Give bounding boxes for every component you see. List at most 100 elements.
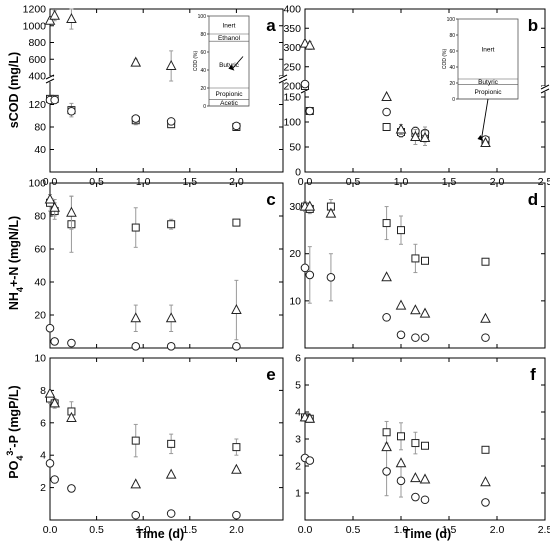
data-point-circle xyxy=(232,121,241,131)
series-triangle xyxy=(44,193,242,341)
y-tick-label: 400 xyxy=(28,71,46,83)
axis-break-mark xyxy=(278,74,288,80)
panel-letter-d: d xyxy=(528,190,538,209)
inset-segment-label: Inert xyxy=(481,46,494,53)
y-tick-label: 800 xyxy=(28,37,46,49)
data-point-circle xyxy=(131,114,141,123)
inset-y-tick-label: 60 xyxy=(449,49,455,55)
inset-y-tick-label: 100 xyxy=(198,14,207,20)
panel-f: 0.0 0.5 1.0 1.5 2.0 2.5 1 2 3 4 5 6 f xyxy=(295,353,550,537)
y-tick-label: 60 xyxy=(34,244,46,256)
y-tick-label: 20 xyxy=(289,248,301,260)
data-point-circle xyxy=(67,106,76,116)
data-point-triangle xyxy=(44,193,56,204)
inset-frame xyxy=(208,15,250,107)
inset-y-axis-label: COD (%) xyxy=(442,49,448,70)
y-tick-label: 3 xyxy=(295,434,301,446)
data-point-circle xyxy=(50,95,59,105)
data-point-circle xyxy=(232,510,241,520)
data-point-triangle xyxy=(419,473,431,484)
data-point-square xyxy=(131,436,140,445)
y-tick-label: 400 xyxy=(283,4,301,16)
inset-frame xyxy=(457,18,519,100)
data-point-square xyxy=(397,432,405,441)
y-tick-label: 120 xyxy=(28,99,46,111)
data-point-circle xyxy=(396,476,406,486)
x-tick-label: 2.0 xyxy=(490,524,505,536)
series-square xyxy=(301,413,490,455)
data-point-triangle xyxy=(480,136,491,147)
y-tick-label: 300 xyxy=(283,42,301,54)
inset-segment-label: Acetic xyxy=(220,100,238,107)
data-point-square xyxy=(167,439,176,448)
x-tick-label: 2.5 xyxy=(538,176,550,188)
panel-d: 10 20 30 d xyxy=(289,182,546,349)
x-axis-title-right: Time (d) xyxy=(403,527,451,541)
y-tick-label: 250 xyxy=(283,61,301,73)
inset-segment-label: Propionic xyxy=(474,89,502,96)
inset-pointer-arrowhead xyxy=(477,135,484,141)
series-square xyxy=(46,393,241,458)
data-point-circle xyxy=(300,263,310,273)
y-tick-label: 350 xyxy=(283,23,301,35)
data-point-triangle xyxy=(130,56,142,67)
data-point-circle xyxy=(305,270,315,280)
data-point-circle xyxy=(67,484,76,493)
series-triangle xyxy=(299,37,491,147)
x-tick-label: 0.0 xyxy=(43,176,58,188)
inset-segment-label: Butyric xyxy=(478,79,499,86)
data-point-triangle xyxy=(130,312,142,323)
data-point-triangle xyxy=(231,463,242,474)
axis-break-mark xyxy=(540,88,550,94)
panel-e: 0.0 0.5 1.0 1.5 2.0 2 4 6 8 10 e xyxy=(34,353,284,536)
x-tick-label: 0.5 xyxy=(89,524,104,536)
data-point-triangle xyxy=(419,307,431,318)
data-point-triangle xyxy=(44,14,56,25)
x-tick-label: 1.5 xyxy=(182,524,197,536)
axis-break-mark xyxy=(540,84,550,90)
data-point-square xyxy=(232,443,241,452)
y-tick-label: 40 xyxy=(34,144,46,156)
data-point-circle xyxy=(382,107,391,117)
data-point-circle xyxy=(67,338,76,348)
y-tick-label: 80 xyxy=(34,211,46,223)
y-tick-label: 4 xyxy=(40,450,46,462)
y-tick-label: 1 xyxy=(295,488,301,500)
data-point-triangle xyxy=(49,397,60,408)
panel-letter-f: f xyxy=(530,365,536,384)
y-tick-label: 200 xyxy=(283,81,301,93)
data-point-circle xyxy=(50,475,59,484)
x-tick-label: 0.0 xyxy=(298,524,313,536)
data-point-square xyxy=(481,445,490,454)
x-tick-label: 2.0 xyxy=(229,176,244,188)
data-point-square xyxy=(397,226,405,235)
inset-y-tick-label: 0 xyxy=(452,97,455,103)
panel-a: 0.0 0.5 1.0 1.5 2.04080120400600800100012000… xyxy=(23,4,288,188)
y-tick-label: 30 xyxy=(289,201,301,213)
data-point-circle xyxy=(305,106,315,116)
inset-segment-label: Propionic xyxy=(215,91,243,98)
data-point-triangle xyxy=(381,441,392,452)
data-point-circle xyxy=(166,342,176,351)
y-tick-label: 8 xyxy=(40,385,46,397)
x-tick-label: 1.0 xyxy=(136,176,151,188)
data-point-circle xyxy=(232,342,241,351)
data-point-circle xyxy=(420,495,430,505)
inset-y-tick-label: 80 xyxy=(449,33,455,39)
series-triangle xyxy=(44,8,242,82)
x-axis-title-left: Time (d) xyxy=(136,527,184,541)
x-tick-label: 1.0 xyxy=(394,176,409,188)
data-point-circle xyxy=(131,510,141,520)
data-point-circle xyxy=(481,498,490,507)
inset-cod-bar: 0 20 40 60 80 100 COD (%) Propionic Butyric Inert xyxy=(442,17,519,103)
series-square xyxy=(46,194,241,253)
y-tick-label: 100 xyxy=(28,178,46,190)
data-point-triangle xyxy=(410,472,421,483)
data-point-triangle xyxy=(165,468,177,479)
inset-y-axis-label: COD (%) xyxy=(193,51,199,72)
x-tick-label: 0.0 xyxy=(298,176,313,188)
series-circle xyxy=(300,446,490,507)
y-tick-label: 6 xyxy=(40,417,46,429)
data-point-triangle xyxy=(410,304,421,315)
